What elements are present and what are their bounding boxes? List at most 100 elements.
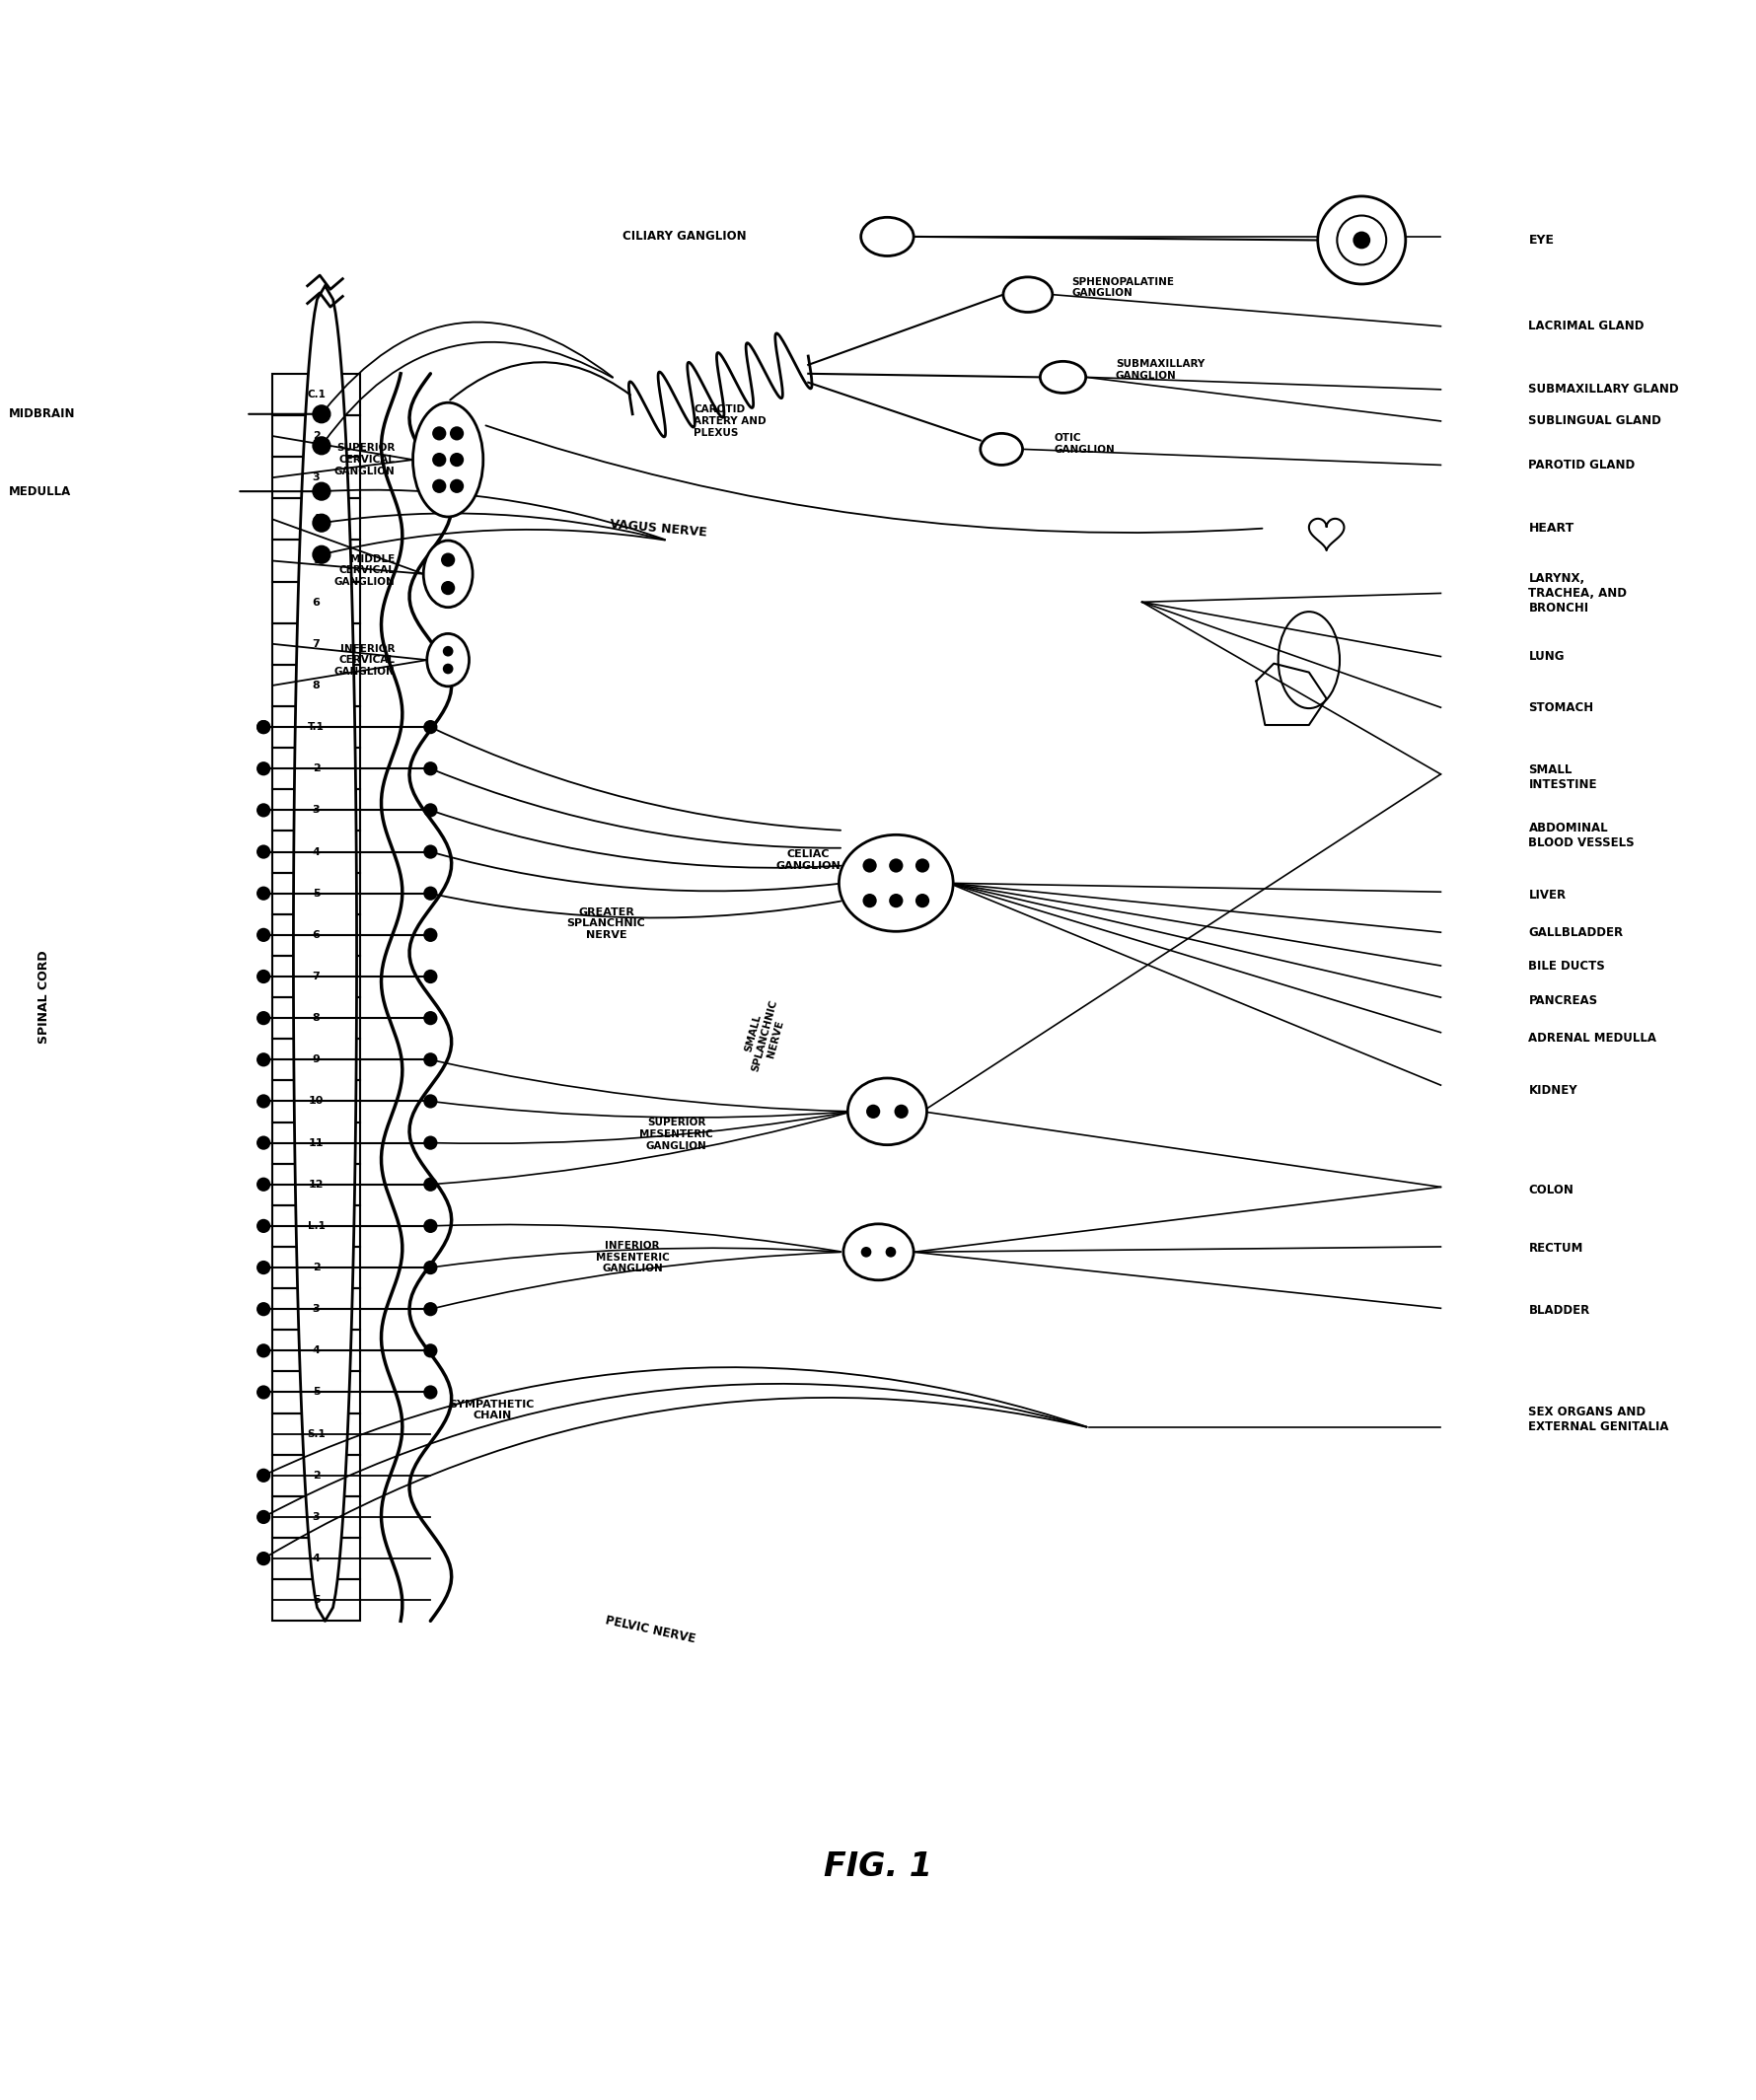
Text: 8: 8 <box>313 1012 320 1023</box>
Text: PAROTID GLAND: PAROTID GLAND <box>1528 458 1635 470</box>
Circle shape <box>423 1344 437 1359</box>
Bar <box>272 1329 360 1371</box>
Bar <box>272 956 360 998</box>
Ellipse shape <box>843 1224 913 1281</box>
Text: PELVIC NERVE: PELVIC NERVE <box>604 1615 695 1646</box>
Text: 5: 5 <box>313 888 320 899</box>
Text: EYE: EYE <box>1528 233 1554 246</box>
Bar <box>272 832 360 874</box>
Circle shape <box>256 1552 270 1567</box>
Text: FIG. 1: FIG. 1 <box>824 1850 932 1884</box>
Ellipse shape <box>427 634 469 687</box>
Circle shape <box>432 426 446 441</box>
Text: STOMACH: STOMACH <box>1528 701 1593 714</box>
Circle shape <box>915 895 929 907</box>
Text: 2: 2 <box>313 1262 320 1273</box>
Circle shape <box>1352 231 1370 250</box>
Circle shape <box>256 1510 270 1525</box>
Text: CILIARY GANGLION: CILIARY GANGLION <box>622 231 746 244</box>
Circle shape <box>423 1260 437 1275</box>
Text: LUNG: LUNG <box>1528 651 1563 664</box>
Bar <box>272 1121 360 1163</box>
Text: SUPERIOR
MESENTERIC
GANGLION: SUPERIOR MESENTERIC GANGLION <box>639 1117 713 1151</box>
Bar <box>272 1082 360 1121</box>
Bar <box>272 790 360 832</box>
Bar <box>272 540 360 582</box>
Circle shape <box>256 1052 270 1067</box>
Circle shape <box>423 1218 437 1233</box>
Text: 4: 4 <box>313 1346 320 1357</box>
Text: C.1: C.1 <box>307 388 325 399</box>
Bar <box>272 998 360 1040</box>
Circle shape <box>441 582 455 594</box>
Text: CAROTID
ARTERY AND
PLEXUS: CAROTID ARTERY AND PLEXUS <box>694 405 766 437</box>
Circle shape <box>423 1386 437 1399</box>
Circle shape <box>313 483 330 500</box>
Text: COLON: COLON <box>1528 1184 1573 1197</box>
Circle shape <box>256 1136 270 1151</box>
Ellipse shape <box>413 403 483 517</box>
Text: 7: 7 <box>313 972 320 981</box>
Circle shape <box>915 859 929 874</box>
Text: 12: 12 <box>309 1180 323 1189</box>
Circle shape <box>256 1010 270 1025</box>
Text: VAGUS NERVE: VAGUS NERVE <box>609 517 708 540</box>
Bar <box>272 374 360 416</box>
Text: 4: 4 <box>313 1554 320 1564</box>
Text: 2: 2 <box>313 1470 320 1480</box>
Text: CELIAC
GANGLION: CELIAC GANGLION <box>776 850 839 871</box>
Text: 6: 6 <box>313 930 320 941</box>
Circle shape <box>423 928 437 943</box>
Text: SEX ORGANS AND
EXTERNAL GENITALIA: SEX ORGANS AND EXTERNAL GENITALIA <box>1528 1405 1668 1432</box>
Ellipse shape <box>846 1077 927 1145</box>
Text: 3: 3 <box>313 472 320 483</box>
Text: S.1: S.1 <box>307 1428 325 1438</box>
Text: LIVER: LIVER <box>1528 888 1565 901</box>
Text: SMALL
INTESTINE: SMALL INTESTINE <box>1528 764 1596 792</box>
Circle shape <box>313 546 330 563</box>
Bar <box>272 1413 360 1455</box>
Circle shape <box>256 802 270 817</box>
Circle shape <box>256 886 270 901</box>
Circle shape <box>313 514 330 531</box>
Bar <box>272 1247 360 1287</box>
Text: INFERIOR
CERVICAL
GANGLION: INFERIOR CERVICAL GANGLION <box>334 643 395 676</box>
Circle shape <box>1336 216 1385 265</box>
Circle shape <box>256 762 270 775</box>
Bar <box>272 1040 360 1082</box>
Circle shape <box>423 802 437 817</box>
Text: 5: 5 <box>313 1596 320 1604</box>
Text: SMALL
SPLANCHNIC
NERVE: SMALL SPLANCHNIC NERVE <box>739 995 788 1075</box>
Circle shape <box>885 1247 896 1258</box>
Ellipse shape <box>423 540 472 607</box>
Text: 10: 10 <box>309 1096 323 1107</box>
Text: 2: 2 <box>313 430 320 441</box>
Circle shape <box>256 1386 270 1399</box>
Circle shape <box>256 1260 270 1275</box>
Text: LARYNX,
TRACHEA, AND
BRONCHI: LARYNX, TRACHEA, AND BRONCHI <box>1528 571 1626 615</box>
Text: 3: 3 <box>313 1512 320 1522</box>
Circle shape <box>256 1218 270 1233</box>
Text: RECTUM: RECTUM <box>1528 1241 1582 1256</box>
Text: SUPERIOR
CERVICAL
GANGLION: SUPERIOR CERVICAL GANGLION <box>334 443 395 477</box>
Ellipse shape <box>980 433 1022 464</box>
Bar <box>272 1205 360 1247</box>
Bar <box>272 748 360 790</box>
Circle shape <box>256 720 270 735</box>
Text: L.1: L.1 <box>307 1220 325 1231</box>
Text: 3: 3 <box>313 804 320 815</box>
Bar <box>272 666 360 706</box>
Circle shape <box>423 1302 437 1317</box>
Bar <box>272 1579 360 1621</box>
Text: OTIC
GANGLION: OTIC GANGLION <box>1054 433 1115 454</box>
Bar <box>272 706 360 748</box>
Circle shape <box>862 859 876 874</box>
Bar <box>272 498 360 540</box>
Text: T.1: T.1 <box>307 722 325 733</box>
Text: KIDNEY: KIDNEY <box>1528 1084 1577 1096</box>
Text: 11: 11 <box>309 1138 323 1149</box>
Ellipse shape <box>1040 361 1085 393</box>
Circle shape <box>256 1094 270 1109</box>
Bar <box>272 416 360 458</box>
Circle shape <box>423 1136 437 1151</box>
